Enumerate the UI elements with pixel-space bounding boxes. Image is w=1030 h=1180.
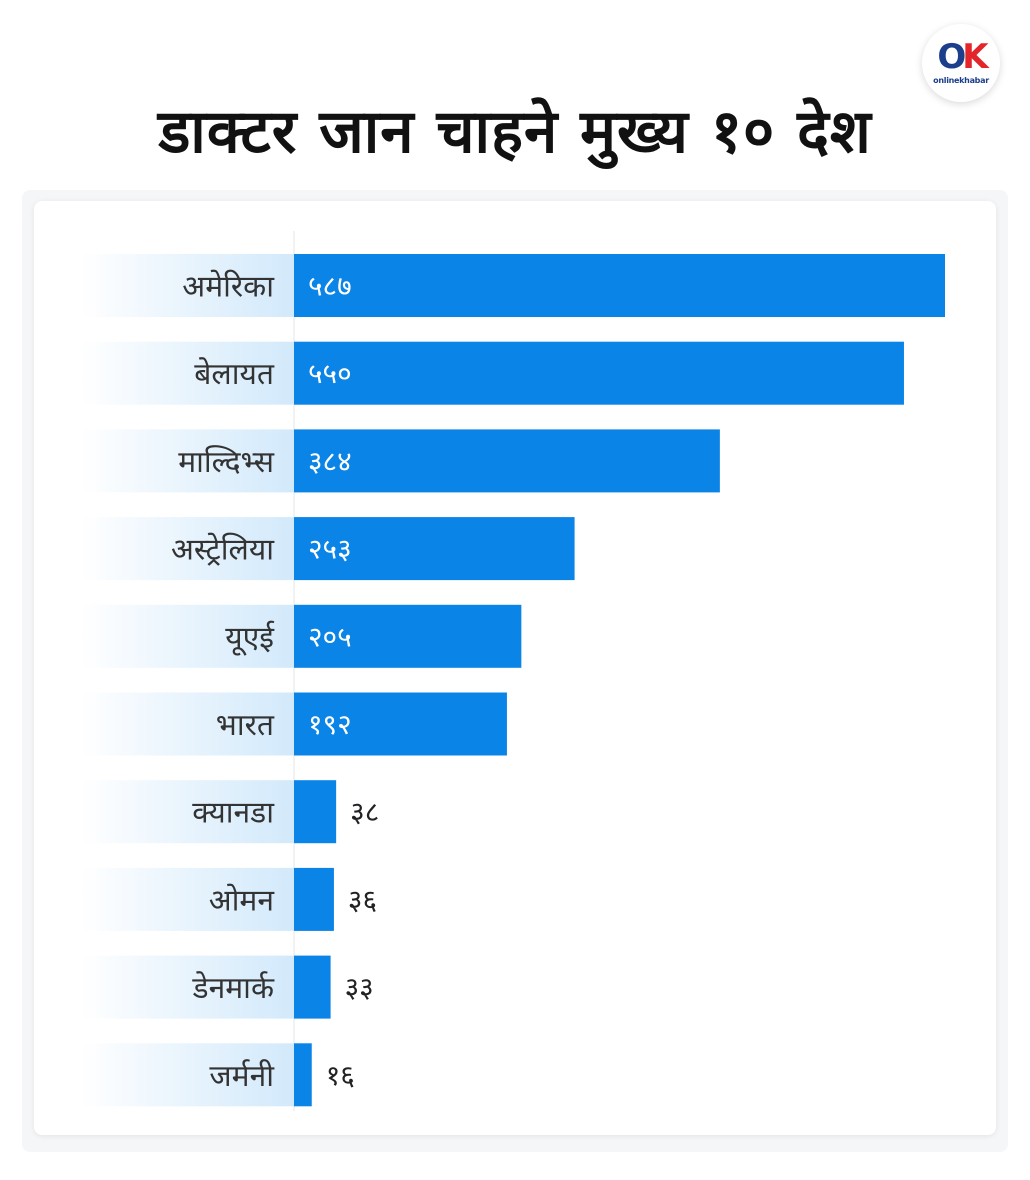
logo-brand-text: onlinekhabar <box>933 76 989 85</box>
category-label: डेनमार्क <box>192 971 275 1006</box>
data-label: २५३ <box>308 533 352 566</box>
label-band <box>79 867 294 931</box>
data-label: १९२ <box>308 708 352 741</box>
label-band <box>79 341 294 405</box>
page-title: डाक्टर जान चाहने मुख्य १० देश <box>158 97 872 167</box>
bar <box>294 692 507 756</box>
label-band <box>79 692 294 756</box>
label-band <box>79 429 294 493</box>
onlinekhabar-logo: OK onlinekhabar <box>922 24 1000 102</box>
category-label: यूएई <box>225 620 275 656</box>
data-label: ३६ <box>348 883 377 916</box>
chart-panel: अमेरिका बेलायत माल्दिभ्स अस्ट्रेलिया यूएई भार… <box>34 201 996 1135</box>
label-band <box>79 517 294 581</box>
category-label: ओमन <box>209 883 276 918</box>
data-label: २०५ <box>308 620 352 653</box>
category-label: क्यानडा <box>192 796 275 831</box>
data-label: ५५० <box>308 357 352 390</box>
category-label: अमेरिका <box>182 270 275 305</box>
data-label: ३८ <box>350 796 379 829</box>
category-label: माल्दिभ्स <box>178 445 275 480</box>
category-label: बेलायत <box>194 357 275 392</box>
bar <box>294 254 945 317</box>
bar <box>294 867 334 931</box>
label-band <box>79 1043 294 1107</box>
category-label: भारत <box>216 708 275 743</box>
data-label: ५८७ <box>308 270 352 303</box>
bar <box>294 604 522 668</box>
label-band <box>79 955 294 1019</box>
label-band <box>79 780 294 844</box>
category-label: अस्ट्रेलिया <box>171 533 275 568</box>
label-band <box>79 254 294 317</box>
label-band <box>79 604 294 668</box>
bar <box>294 780 337 844</box>
data-label: ३८४ <box>308 445 352 478</box>
bar <box>294 517 575 581</box>
bar <box>294 955 331 1019</box>
category-label: जर्मनी <box>209 1059 275 1094</box>
data-label: ३३ <box>345 971 374 1004</box>
ok-logo-mark-icon: OK <box>937 37 988 77</box>
bar <box>294 341 904 405</box>
bar <box>294 429 720 493</box>
bar-chart: अमेरिका बेलायत माल्दिभ्स अस्ट्रेलिया यूएई भार… <box>79 231 945 1111</box>
bar <box>294 1043 312 1107</box>
data-label: १६ <box>326 1059 355 1092</box>
